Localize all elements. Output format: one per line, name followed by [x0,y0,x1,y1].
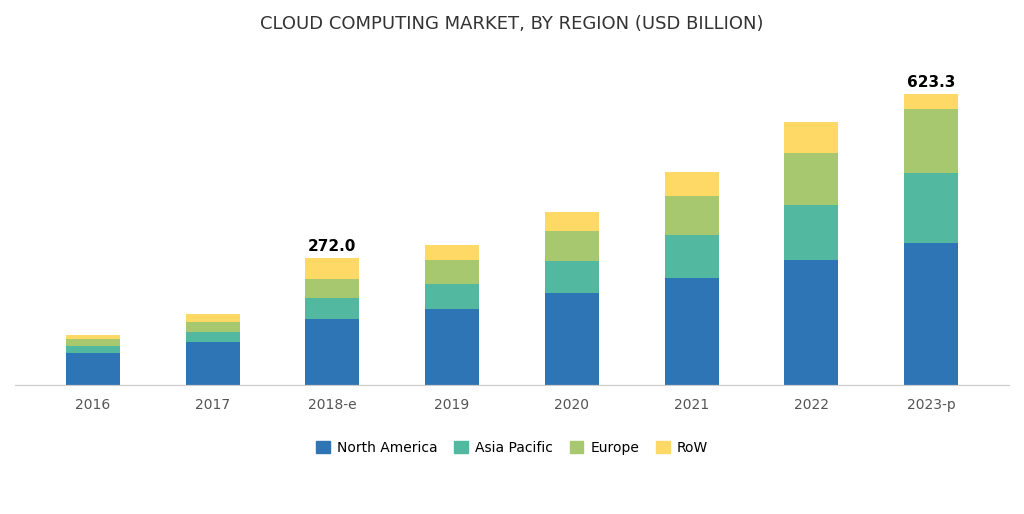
Bar [904,243,958,384]
Bar [425,260,479,284]
Bar [425,284,479,309]
Legend: North America, Asia Pacific, Europe, RoW: North America, Asia Pacific, Europe, RoW [310,435,714,461]
Bar [66,353,120,384]
Bar [425,309,479,384]
Bar [665,172,719,196]
Bar [784,205,839,260]
Title: CLOUD COMPUTING MARKET, BY REGION (USD BILLION): CLOUD COMPUTING MARKET, BY REGION (USD B… [260,15,764,33]
Bar [545,292,599,384]
Bar [545,231,599,261]
Bar [904,94,958,108]
Bar [784,260,839,384]
Text: 272.0: 272.0 [308,239,356,254]
Bar [784,122,839,153]
Text: 623.3: 623.3 [907,75,955,90]
Bar [185,322,240,332]
Bar [66,339,120,346]
Bar [185,314,240,322]
Bar [305,319,359,384]
Bar [185,342,240,384]
Bar [545,212,599,231]
Bar [904,108,958,173]
Bar [665,278,719,384]
Bar [904,173,958,243]
Bar [305,298,359,319]
Bar [665,196,719,235]
Bar [545,261,599,292]
Bar [425,245,479,260]
Bar [784,153,839,205]
Bar [305,279,359,298]
Bar [305,258,359,279]
Bar [66,335,120,339]
Bar [66,346,120,353]
Bar [185,332,240,342]
Bar [665,235,719,278]
